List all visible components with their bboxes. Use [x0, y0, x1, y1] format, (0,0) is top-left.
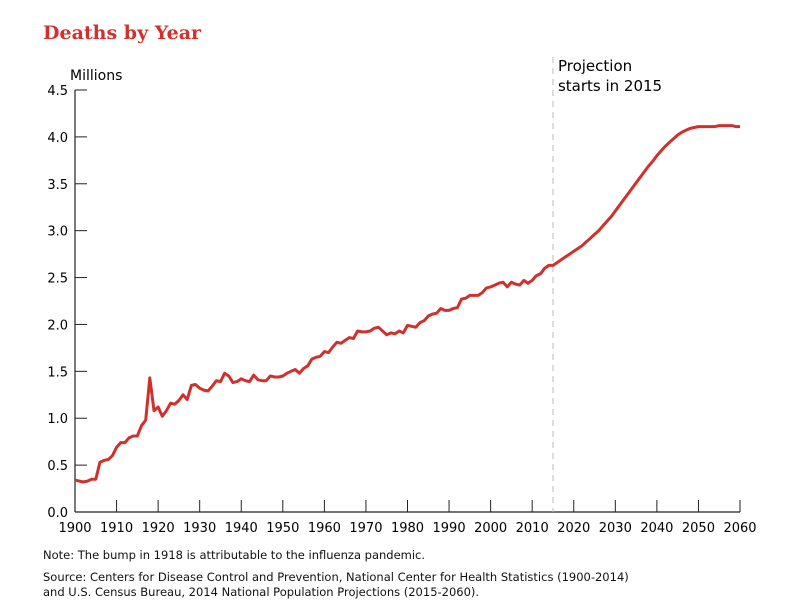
x-tick-label: 2050: [682, 521, 715, 536]
y-tick-label: 0.0: [47, 506, 68, 521]
y-tick-label: 1.5: [47, 365, 68, 380]
source-line-2: and U.S. Census Bureau, 2014 National Po…: [43, 585, 480, 599]
y-tick-label: 3.5: [47, 178, 68, 193]
x-tick-label: 1910: [100, 521, 133, 536]
x-tick-label: 1920: [142, 521, 175, 536]
x-tick-label: 1990: [433, 521, 466, 536]
x-tick-label: 1980: [391, 521, 424, 536]
x-tick-label: 2030: [599, 521, 632, 536]
projection-label-line-2: starts in 2015: [558, 77, 662, 95]
projection-label-line-1: Projection: [558, 57, 632, 75]
deaths-series-line: [74, 124, 740, 484]
y-tick-label: 1.0: [47, 412, 68, 427]
y-axis-label: Millions: [70, 68, 122, 84]
x-tick-label: 2010: [516, 521, 549, 536]
source-line-1: Source: Centers for Disease Control and …: [43, 570, 629, 584]
x-tick-label: 2060: [723, 521, 756, 536]
chart-title: Deaths by Year: [43, 22, 202, 44]
y-tick-label: 2.5: [47, 272, 68, 287]
x-tick-label: 1940: [225, 521, 258, 536]
x-tick-label: 1900: [58, 521, 91, 536]
y-tick-label: 4.0: [47, 131, 68, 146]
x-tick-label: 2000: [474, 521, 507, 536]
x-tick-label: 1960: [308, 521, 341, 536]
y-tick-label: 3.0: [47, 225, 68, 240]
chart-note: Note: The bump in 1918 is attributable t…: [43, 548, 426, 562]
x-tick-label: 2020: [557, 521, 590, 536]
y-tick-label: 0.5: [47, 459, 68, 474]
y-tick-label: 4.5: [47, 84, 68, 99]
x-tick-label: 2040: [640, 521, 673, 536]
y-tick-label: 2.0: [47, 318, 68, 333]
x-tick-label: 1930: [183, 521, 216, 536]
x-tick-label: 1970: [349, 521, 382, 536]
x-tick-label: 1950: [266, 521, 299, 536]
